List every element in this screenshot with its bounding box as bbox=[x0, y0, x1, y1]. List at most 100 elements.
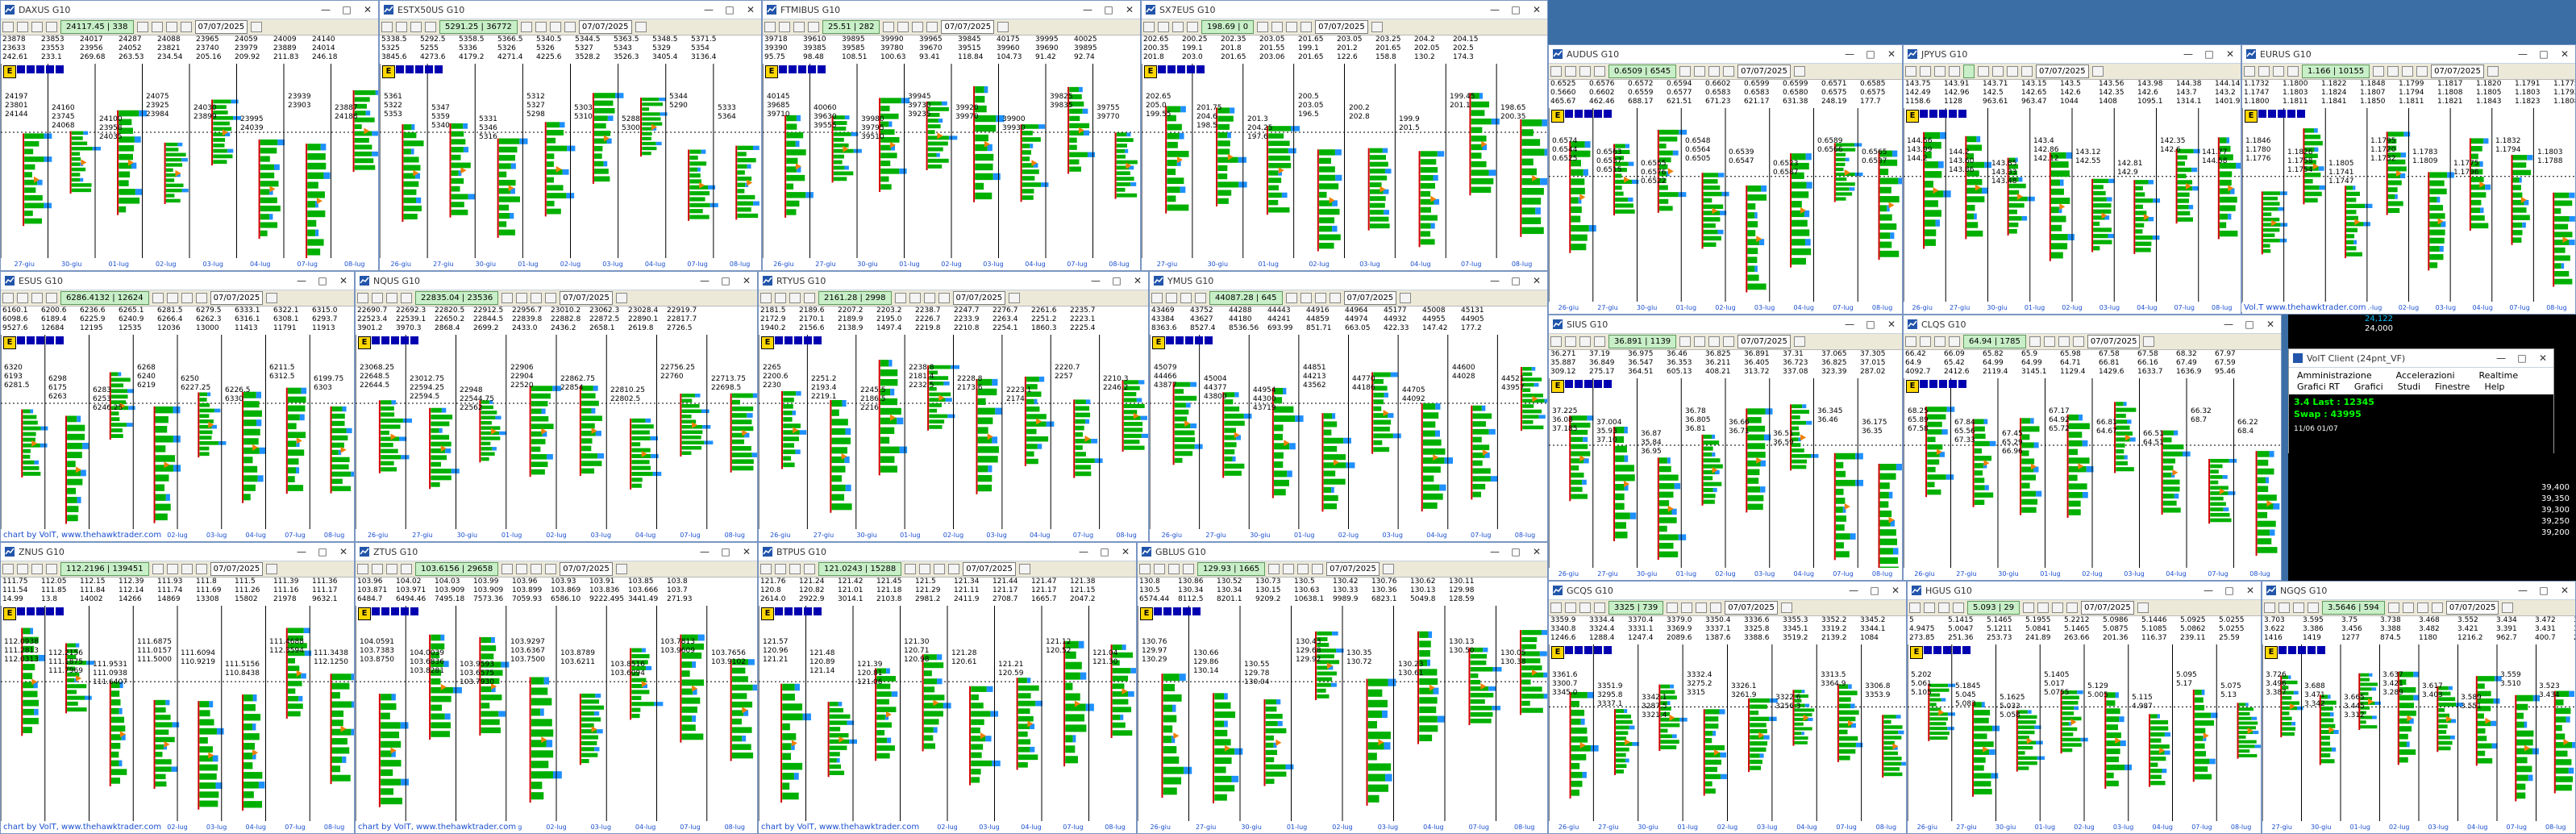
toolbar-button[interactable] bbox=[779, 22, 790, 32]
toolbar-button[interactable] bbox=[1314, 293, 1326, 303]
toolbar-button[interactable] bbox=[31, 293, 43, 303]
chart-plot-area[interactable]: 121.57 121.48 121.39 121.30 121.28 121.21 121.… bbox=[759, 606, 1136, 821]
date-field[interactable]: 07/07/2025 bbox=[1737, 335, 1791, 348]
toolbar-button[interactable] bbox=[401, 564, 412, 574]
window-titlebar[interactable]: SIUS G10— □ ✕ bbox=[1549, 315, 1902, 334]
close-button[interactable]: ✕ bbox=[1133, 275, 1142, 286]
dropdown-button[interactable] bbox=[1780, 603, 1792, 613]
toolbar-button[interactable] bbox=[2402, 66, 2414, 77]
menu-item[interactable]: Studi bbox=[2397, 382, 2421, 392]
dropdown-button[interactable] bbox=[251, 22, 263, 32]
toolbar-button[interactable] bbox=[372, 564, 383, 574]
toolbar-button[interactable] bbox=[926, 22, 938, 32]
chart-plot-area[interactable]: 112.0938 112.2156 111.9531 111.6875 111.6094… bbox=[1, 606, 354, 821]
toolbar-button[interactable] bbox=[152, 564, 164, 574]
toolbar-button[interactable] bbox=[2, 293, 14, 303]
toolbar-button[interactable] bbox=[166, 293, 178, 303]
toolbar-button[interactable] bbox=[516, 293, 528, 303]
date-field[interactable]: 07/07/2025 bbox=[952, 291, 1006, 305]
toolbar-button[interactable] bbox=[31, 22, 43, 32]
toolbar-button[interactable] bbox=[1565, 603, 1576, 613]
toolbar-button[interactable] bbox=[894, 293, 906, 303]
toolbar-button[interactable] bbox=[2058, 336, 2070, 347]
minimize-button[interactable]: — bbox=[1490, 275, 1500, 286]
toolbar-button[interactable] bbox=[501, 293, 514, 303]
close-button[interactable]: ✕ bbox=[742, 546, 751, 557]
toolbar-button[interactable] bbox=[905, 564, 917, 574]
chart-plot-area[interactable]: 3361.6 3351.9 3342.1 3332.4 3326.1 3322.6 3313… bbox=[1549, 644, 1906, 821]
chart-plot-area[interactable]: 6320 6298 6283 6268 6250 6226.5 6211.5 6199.75 6… bbox=[1, 335, 354, 529]
close-button[interactable]: ✕ bbox=[2560, 585, 2570, 596]
chart-window[interactable]: ZNUS G10— □ ✕ 112.2196 | 139451 07/07/2025 11… bbox=[0, 542, 355, 834]
credit-link[interactable]: chart by VolT, www.thehawktrader.com bbox=[356, 822, 519, 833]
toolbar-button[interactable] bbox=[165, 22, 177, 32]
maximize-button[interactable]: □ bbox=[721, 275, 730, 286]
toolbar-button[interactable] bbox=[2244, 66, 2255, 77]
chart-window[interactable]: GBLUS G10— □ ✕ 129.93 | 1665 07/07/2025 130.8… bbox=[1137, 542, 1548, 834]
dropdown-button[interactable] bbox=[266, 564, 278, 574]
toolbar-button[interactable] bbox=[425, 22, 436, 32]
chart-plot-area[interactable]: 23068.25 23012.75 22948 22906 22862.75 22810.… bbox=[356, 335, 757, 529]
window-titlebar[interactable]: JPYUS G10— □ ✕ bbox=[1904, 45, 2241, 64]
date-field[interactable]: 07/07/2025 bbox=[1315, 20, 1368, 34]
minimize-button[interactable]: — bbox=[700, 546, 710, 557]
window-titlebar[interactable]: AUDUS G10— □ ✕ bbox=[1549, 45, 1902, 64]
chart-window[interactable]: NQUS G10— □ ✕ 22835.04 | 23536 07/07/2025 226… bbox=[355, 271, 758, 542]
toolbar-button[interactable] bbox=[372, 293, 383, 303]
toolbar-button[interactable] bbox=[2066, 603, 2079, 613]
toolbar-button[interactable] bbox=[410, 22, 422, 32]
close-button[interactable]: ✕ bbox=[2225, 48, 2235, 60]
toolbar-button[interactable] bbox=[46, 293, 57, 303]
toolbar-button[interactable] bbox=[151, 22, 163, 32]
date-field[interactable]: 07/07/2025 bbox=[1725, 601, 1778, 615]
menu-item[interactable]: Finestre bbox=[2435, 382, 2470, 392]
maximize-button[interactable]: □ bbox=[2539, 585, 2549, 596]
minimize-button[interactable]: — bbox=[1845, 319, 1854, 330]
toolbar-button[interactable] bbox=[789, 293, 801, 303]
close-button[interactable]: ✕ bbox=[1887, 319, 1896, 330]
close-button[interactable]: ✕ bbox=[2538, 352, 2548, 364]
toolbar-button[interactable] bbox=[564, 22, 576, 32]
minimize-button[interactable]: — bbox=[321, 4, 331, 15]
dropdown-button[interactable] bbox=[1009, 293, 1021, 303]
toolbar-button[interactable] bbox=[1924, 603, 1935, 613]
toolbar-button[interactable] bbox=[793, 22, 805, 32]
maximize-button[interactable]: □ bbox=[2245, 319, 2254, 330]
minimize-button[interactable]: — bbox=[2496, 352, 2506, 364]
toolbar-button[interactable] bbox=[919, 564, 931, 574]
date-field[interactable]: 07/07/2025 bbox=[210, 562, 264, 576]
chart-plot-area[interactable]: 1.1846 1.1826 1.1805 1.1795 1.1783 1.1775 1.18… bbox=[2242, 108, 2575, 302]
toolbar-button[interactable] bbox=[136, 22, 148, 32]
close-button[interactable]: ✕ bbox=[2266, 319, 2275, 330]
toolbar-button[interactable] bbox=[2264, 603, 2275, 613]
chart-plot-area[interactable]: 68.25 67.84 67.45 67.17 66.81 66.51 66.32 66.22… bbox=[1904, 378, 2281, 568]
toolbar-button[interactable] bbox=[381, 22, 393, 32]
window-titlebar[interactable]: SX7EUS G10— □ ✕ bbox=[1142, 1, 1547, 19]
toolbar-button[interactable] bbox=[1920, 336, 1931, 347]
toolbar-button[interactable] bbox=[1579, 603, 1591, 613]
menu-item[interactable]: Grafici bbox=[2353, 382, 2383, 392]
chart-window[interactable]: CLQS G10— □ ✕ 64.94 | 1785 07/07/2025 66.42 64… bbox=[1903, 315, 2282, 581]
maximize-button[interactable]: □ bbox=[1104, 4, 1113, 15]
window-titlebar[interactable]: ESTX50US G10— □ ✕ bbox=[380, 1, 761, 19]
date-field[interactable]: 07/07/2025 bbox=[2431, 65, 2484, 78]
window-titlebar[interactable]: DAXUS G10— □ ✕ bbox=[1, 1, 378, 19]
credit-link[interactable]: chart by VolT, www.thehawktrader.com bbox=[1, 822, 164, 833]
close-button[interactable]: ✕ bbox=[1121, 546, 1130, 557]
maximize-button[interactable]: □ bbox=[1511, 275, 1521, 286]
toolbar-button[interactable] bbox=[1283, 564, 1295, 574]
toolbar-button[interactable] bbox=[386, 564, 397, 574]
toolbar-button[interactable] bbox=[2387, 603, 2399, 613]
minimize-button[interactable]: — bbox=[704, 4, 714, 15]
maximize-button[interactable]: □ bbox=[2539, 48, 2549, 60]
maximize-button[interactable]: □ bbox=[1866, 319, 1875, 330]
toolbar-button[interactable] bbox=[1594, 66, 1605, 77]
maximize-button[interactable]: □ bbox=[342, 4, 352, 15]
chart-window[interactable]: JPYUS G10— □ ✕ 07/07/2025 143.75 142.49 1158.6… bbox=[1903, 44, 2241, 315]
toolbar-button[interactable] bbox=[1166, 293, 1177, 303]
maximize-button[interactable]: □ bbox=[2224, 585, 2234, 596]
toolbar-button[interactable] bbox=[17, 293, 28, 303]
dropdown-button[interactable] bbox=[2091, 66, 2104, 77]
toolbar-button[interactable] bbox=[1158, 22, 1169, 32]
toolbar-button[interactable] bbox=[2308, 603, 2319, 613]
